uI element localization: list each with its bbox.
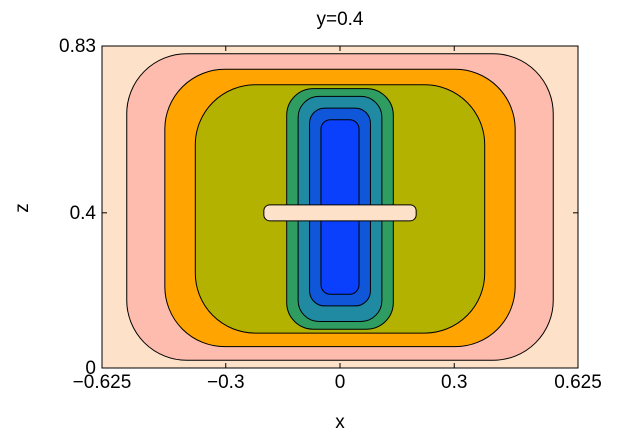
y-tick-label-0: 0 — [85, 358, 96, 379]
x-tick-label-1: −0.3 — [207, 372, 245, 393]
y-tick-label-1: 0.4 — [70, 203, 97, 224]
x-tick-labels: −0.625 −0.3 0 0.3 0.625 — [73, 46, 602, 393]
plot-area — [101, 45, 579, 369]
x-axis-label: x — [335, 412, 345, 432]
y-tick-label-2: 0.83 — [59, 36, 96, 57]
y-axis-label: z — [12, 203, 33, 213]
x-tick-label-4: 0.625 — [554, 372, 602, 393]
x-tick-label-0: −0.625 — [73, 372, 132, 393]
y-tick-labels: 0 0.4 0.83 — [59, 36, 578, 379]
chart-title: y=0.4 — [316, 9, 363, 30]
center-low-region — [263, 204, 417, 222]
x-tick-label-3: 0.3 — [441, 372, 467, 393]
x-tick-label-2: 0 — [335, 372, 346, 393]
